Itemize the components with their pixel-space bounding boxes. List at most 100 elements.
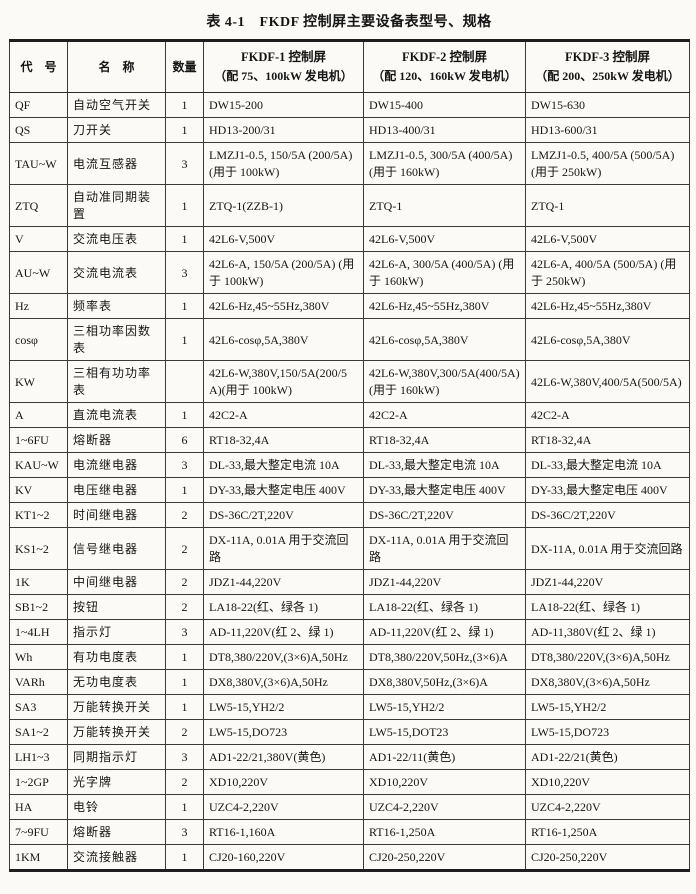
device-name-cell: 电铃 — [67, 794, 166, 820]
table-row: cosφ 三相功率因数表 1 42L6-cosφ,5A,380V 42L6-co… — [9, 318, 690, 361]
fkdf2-model-cell: 42L6-cosφ,5A,380V — [363, 318, 526, 361]
device-code-cell: SA1~2 — [9, 719, 68, 745]
quantity-cell: 1 — [165, 844, 204, 871]
quantity-cell: 2 — [165, 502, 204, 528]
fkdf3-model-cell: ZTQ-1 — [525, 184, 690, 227]
panel-fkdf2-title: FKDF-2 控制屏 — [401, 50, 488, 64]
fkdf3-model-cell: CJ20-250,220V — [525, 844, 690, 871]
fkdf2-model-cell: HD13-400/31 — [363, 117, 526, 143]
fkdf2-model-cell: AD-11,220V(红 2、绿 1) — [363, 619, 526, 645]
panel-fkdf3-subtitle: （配 200、250kW 发电机） — [535, 69, 680, 83]
fkdf2-model-cell: ZTQ-1 — [363, 184, 526, 227]
fkdf1-model-cell: DL-33,最大整定电流 10A — [203, 452, 364, 478]
device-name-cell: 电流互感器 — [67, 142, 166, 185]
quantity-cell: 1 — [165, 669, 204, 695]
fkdf3-model-cell: RT18-32,4A — [525, 427, 690, 453]
fkdf2-model-cell: XD10,220V — [363, 769, 526, 795]
fkdf1-model-cell: CJ20-160,220V — [203, 844, 364, 871]
fkdf2-model-cell: 42C2-A — [363, 402, 526, 428]
quantity-cell: 1 — [165, 117, 204, 143]
quantity-cell: 3 — [165, 619, 204, 645]
device-code-cell: VARh — [9, 669, 68, 695]
device-code-cell: SA3 — [9, 694, 68, 720]
table-body: QF 自动空气开关 1 DW15-200 DW15-400 DW15-630 Q… — [9, 92, 690, 871]
table-title: 表 4-1 FKDF 控制屏主要设备表型号、规格 — [206, 15, 492, 30]
table-row: 1~4LH 指示灯 3 AD-11,220V(红 2、绿 1) AD-11,22… — [9, 619, 690, 645]
table-row: KW 三相有功功率表 42L6-W,380V,150/5A(200/5A)(用于… — [9, 360, 690, 403]
table-row: KAU~W 电流继电器 3 DL-33,最大整定电流 10A DL-33,最大整… — [9, 452, 690, 478]
quantity-cell: 1 — [165, 694, 204, 720]
fkdf2-model-cell: DY-33,最大整定电压 400V — [363, 477, 526, 503]
fkdf2-model-cell: 42L6-A, 300/5A (400/5A) (用于 160kW) — [363, 251, 526, 294]
quantity-cell: 3 — [165, 452, 204, 478]
device-name-cell: 光字牌 — [67, 769, 166, 795]
header-row: 代 号 名 称 数量 FKDF-1 控制屏 （配 75、100kW 发电机） F… — [9, 40, 690, 93]
fkdf3-model-cell: XD10,220V — [525, 769, 690, 795]
fkdf1-model-cell: DS-36C/2T,220V — [203, 502, 364, 528]
table-row: QF 自动空气开关 1 DW15-200 DW15-400 DW15-630 — [9, 92, 690, 118]
panel-fkdf3-title: FKDF-3 控制屏 — [564, 50, 651, 64]
fkdf3-model-cell: DT8,380/220V,(3×6)A,50Hz — [525, 644, 690, 670]
device-code-cell: Wh — [9, 644, 68, 670]
fkdf3-model-cell: RT16-1,250A — [525, 819, 690, 845]
fkdf3-model-cell: JDZ1-44,220V — [525, 569, 690, 595]
device-name-cell: 熔断器 — [67, 427, 166, 453]
table-row: SB1~2 按钮 2 LA18-22(红、绿各 1) LA18-22(红、绿各 … — [9, 594, 690, 620]
device-name-cell: 交流电流表 — [67, 251, 166, 294]
device-code-cell: AU~W — [9, 251, 68, 294]
fkdf3-model-cell: UZC4-2,220V — [525, 794, 690, 820]
quantity-cell: 3 — [165, 819, 204, 845]
table-row: VARh 无功电度表 1 DX8,380V,(3×6)A,50Hz DX8,38… — [9, 669, 690, 695]
fkdf2-model-cell: LW5-15,YH2/2 — [363, 694, 526, 720]
fkdf3-model-cell: AD-11,380V(红 2、绿 1) — [525, 619, 690, 645]
quantity-cell: 1 — [165, 318, 204, 361]
fkdf3-model-cell: 42L6-Hz,45~55Hz,380V — [525, 293, 690, 319]
device-code-cell: QF — [9, 92, 68, 118]
header-panel-fkdf1: FKDF-1 控制屏 （配 75、100kW 发电机） — [203, 40, 364, 93]
table-row: AU~W 交流电流表 3 42L6-A, 150/5A (200/5A) (用于… — [9, 251, 690, 294]
fkdf2-model-cell: RT18-32,4A — [363, 427, 526, 453]
table-row: ZTQ 自动准同期装置 1 ZTQ-1(ZZB-1) ZTQ-1 ZTQ-1 — [9, 184, 690, 227]
fkdf2-model-cell: DS-36C/2T,220V — [363, 502, 526, 528]
fkdf1-model-cell: XD10,220V — [203, 769, 364, 795]
fkdf3-model-cell: 42L6-V,500V — [525, 226, 690, 252]
quantity-cell: 2 — [165, 527, 204, 570]
quantity-cell: 6 — [165, 427, 204, 453]
quantity-cell: 1 — [165, 794, 204, 820]
device-name-cell: 直流电流表 — [67, 402, 166, 428]
device-code-cell: SB1~2 — [9, 594, 68, 620]
fkdf3-model-cell: LW5-15,YH2/2 — [525, 694, 690, 720]
fkdf3-model-cell: 42C2-A — [525, 402, 690, 428]
device-code-cell: KS1~2 — [9, 527, 68, 570]
device-code-cell: 1KM — [9, 844, 68, 871]
table-row: SA3 万能转换开关 1 LW5-15,YH2/2 LW5-15,YH2/2 L… — [9, 694, 690, 720]
device-name-cell: 自动空气开关 — [67, 92, 166, 118]
quantity-cell: 1 — [165, 226, 204, 252]
table-header: 代 号 名 称 数量 FKDF-1 控制屏 （配 75、100kW 发电机） F… — [9, 40, 690, 93]
device-code-cell: KT1~2 — [9, 502, 68, 528]
device-name-cell: 无功电度表 — [67, 669, 166, 695]
fkdf1-model-cell: LW5-15,YH2/2 — [203, 694, 364, 720]
panel-fkdf1-title: FKDF-1 控制屏 — [240, 50, 327, 64]
table-row: V 交流电压表 1 42L6-V,500V 42L6-V,500V 42L6-V… — [9, 226, 690, 252]
quantity-cell: 1 — [165, 184, 204, 227]
device-name-cell: 刀开关 — [67, 117, 166, 143]
device-name-cell: 同期指示灯 — [67, 744, 166, 770]
device-code-cell: 1~4LH — [9, 619, 68, 645]
device-code-cell: TAU~W — [9, 142, 68, 185]
quantity-cell: 1 — [165, 92, 204, 118]
quantity-cell: 1 — [165, 644, 204, 670]
fkdf1-model-cell: DX8,380V,(3×6)A,50Hz — [203, 669, 364, 695]
table-row: 1~6FU 熔断器 6 RT18-32,4A RT18-32,4A RT18-3… — [9, 427, 690, 453]
equipment-spec-table: 代 号 名 称 数量 FKDF-1 控制屏 （配 75、100kW 发电机） F… — [9, 39, 690, 872]
fkdf2-model-cell: LA18-22(红、绿各 1) — [363, 594, 526, 620]
table-row: 7~9FU 熔断器 3 RT16-1,160A RT16-1,250A RT16… — [9, 819, 690, 845]
device-name-cell: 中间继电器 — [67, 569, 166, 595]
table-row: LH1~3 同期指示灯 3 AD1-22/21,380V(黄色) AD1-22/… — [9, 744, 690, 770]
table-row: 1K 中间继电器 2 JDZ1-44,220V JDZ1-44,220V JDZ… — [9, 569, 690, 595]
fkdf2-model-cell: 42L6-V,500V — [363, 226, 526, 252]
header-name: 名 称 — [67, 40, 166, 93]
fkdf2-model-cell: DT8,380/220V,50Hz,(3×6)A — [363, 644, 526, 670]
table-row: Hz 频率表 1 42L6-Hz,45~55Hz,380V 42L6-Hz,45… — [9, 293, 690, 319]
